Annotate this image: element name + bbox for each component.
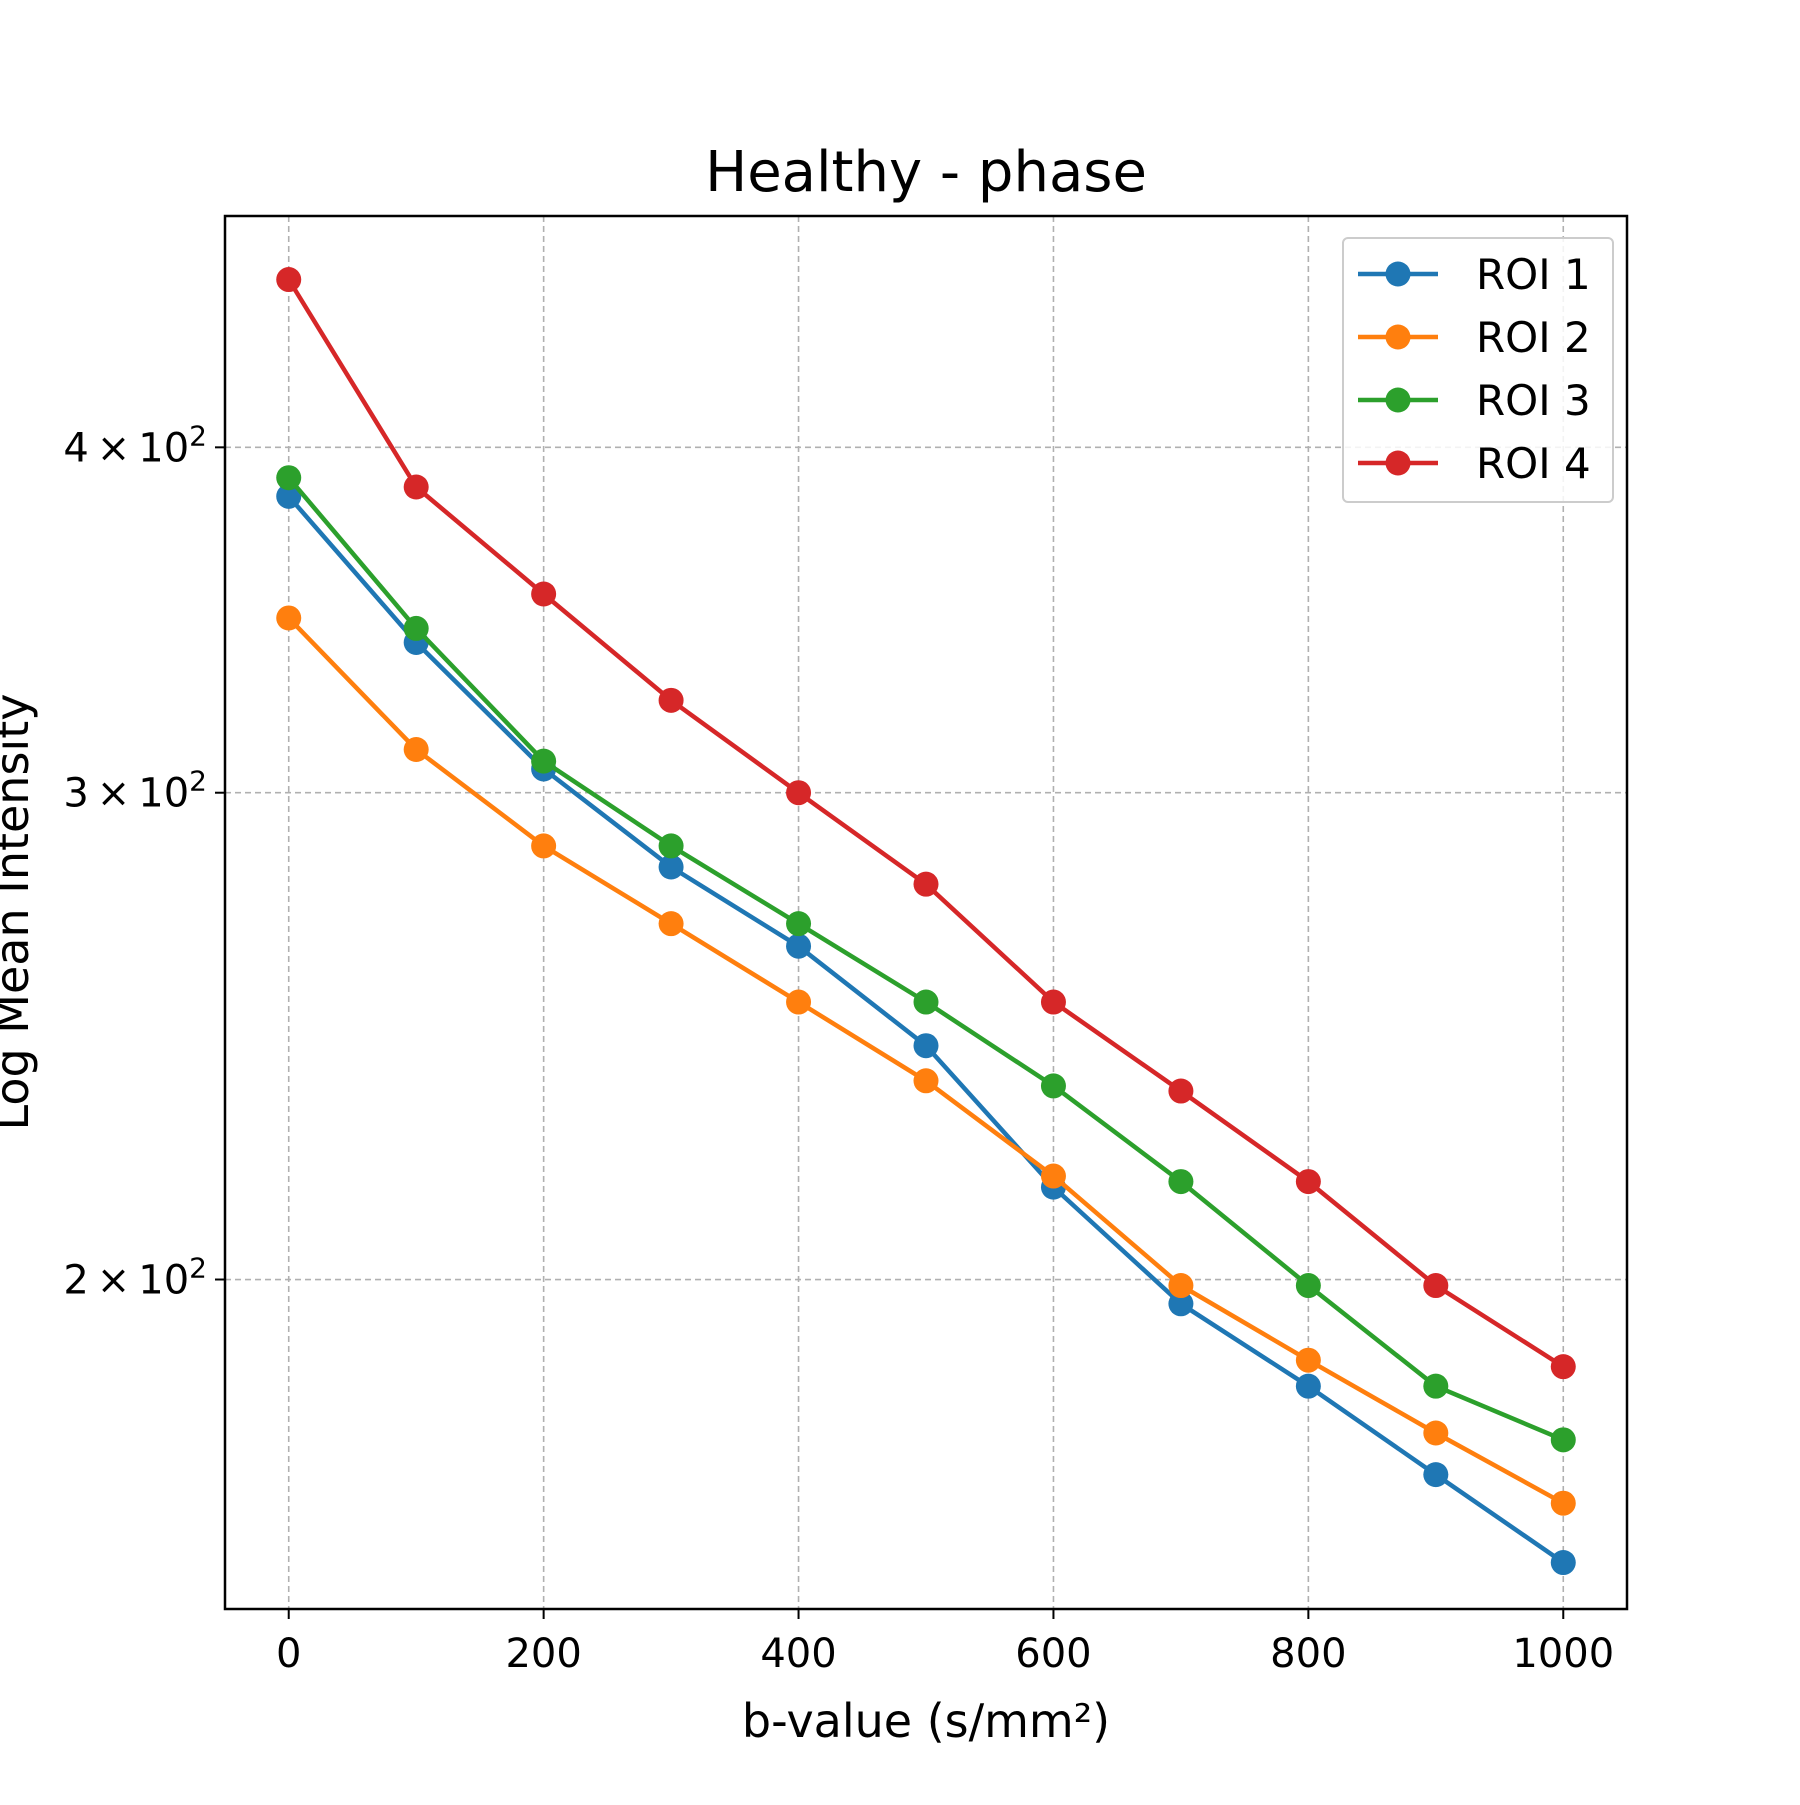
data-point bbox=[531, 581, 557, 607]
x-axis-label: b-value (s/mm²) bbox=[742, 1694, 1110, 1748]
series-3 bbox=[276, 465, 1576, 1453]
data-point bbox=[276, 465, 302, 491]
data-point bbox=[276, 605, 302, 631]
data-point bbox=[1040, 1163, 1066, 1189]
data-point bbox=[1550, 1550, 1576, 1576]
data-point bbox=[1295, 1169, 1321, 1195]
x-tick-label: 0 bbox=[276, 1631, 301, 1677]
data-point bbox=[1423, 1420, 1449, 1446]
data-point bbox=[403, 615, 429, 641]
y-tick-label: 4 × 102 bbox=[63, 419, 207, 471]
legend-box bbox=[1342, 237, 1614, 503]
data-point bbox=[1168, 1273, 1194, 1299]
data-point bbox=[658, 833, 684, 859]
legend-item: ROI 1 bbox=[1358, 250, 1591, 299]
data-point bbox=[1423, 1273, 1449, 1299]
x-tick-label: 400 bbox=[760, 1631, 836, 1677]
data-point bbox=[786, 933, 812, 959]
chart-title: Healthy - phase bbox=[705, 140, 1147, 205]
data-point bbox=[658, 687, 684, 713]
data-point bbox=[1168, 1169, 1194, 1195]
data-point bbox=[531, 833, 557, 859]
legend-label: ROI 1 bbox=[1476, 250, 1591, 299]
data-point bbox=[913, 989, 939, 1015]
data-point bbox=[1168, 1291, 1194, 1317]
data-point bbox=[403, 736, 429, 762]
x-tick-label: 600 bbox=[1015, 1631, 1091, 1677]
data-point bbox=[1550, 1490, 1576, 1516]
plot-area-frame bbox=[223, 214, 1629, 1611]
legend-label: ROI 4 bbox=[1476, 439, 1591, 488]
legend-marker-swatch bbox=[1385, 450, 1411, 476]
legend-item: ROI 2 bbox=[1358, 313, 1591, 362]
legend-marker-swatch bbox=[1385, 387, 1411, 413]
tick-layer: 0 200 400 600 800 1000 2 × 102 3 × 102 4 × 102 bbox=[63, 419, 1614, 1677]
data-point bbox=[786, 780, 812, 806]
data-point bbox=[1295, 1273, 1321, 1299]
data-point bbox=[1550, 1354, 1576, 1380]
y-axis-label: Log Mean Intensity bbox=[0, 694, 39, 1131]
series-layer bbox=[276, 267, 1576, 1576]
data-point bbox=[658, 854, 684, 880]
data-point bbox=[1550, 1427, 1576, 1453]
data-point bbox=[1423, 1462, 1449, 1488]
legend-label: ROI 3 bbox=[1476, 376, 1591, 425]
data-point bbox=[1295, 1373, 1321, 1399]
legend: ROI 1 ROI 2 ROI 3 ROI 4 bbox=[1342, 237, 1614, 503]
data-point bbox=[276, 483, 302, 509]
legend-marker-swatch bbox=[1385, 261, 1411, 287]
data-point bbox=[276, 267, 302, 293]
x-tick-label: 800 bbox=[1270, 1631, 1346, 1677]
data-point bbox=[913, 871, 939, 897]
legend-marker-swatch bbox=[1385, 324, 1411, 350]
data-point bbox=[1168, 1078, 1194, 1104]
data-point bbox=[658, 911, 684, 937]
x-tick-label: 1000 bbox=[1512, 1631, 1614, 1677]
data-point bbox=[913, 1033, 939, 1059]
data-point bbox=[1295, 1347, 1321, 1373]
data-point bbox=[913, 1068, 939, 1094]
legend-item: ROI 3 bbox=[1358, 376, 1591, 425]
series-4 bbox=[276, 267, 1576, 1380]
data-point bbox=[531, 748, 557, 774]
data-point bbox=[403, 474, 429, 500]
series-2 bbox=[276, 605, 1576, 1516]
legend-item: ROI 4 bbox=[1358, 439, 1591, 488]
data-point bbox=[1040, 989, 1066, 1015]
data-point bbox=[786, 989, 812, 1015]
data-point bbox=[786, 911, 812, 937]
legend-label: ROI 2 bbox=[1476, 313, 1591, 362]
data-point bbox=[1040, 1073, 1066, 1099]
x-tick-label: 200 bbox=[505, 1631, 581, 1677]
y-tick-label: 2 × 102 bbox=[63, 1252, 207, 1304]
y-tick-label: 3 × 102 bbox=[63, 765, 207, 817]
data-point bbox=[1423, 1373, 1449, 1399]
